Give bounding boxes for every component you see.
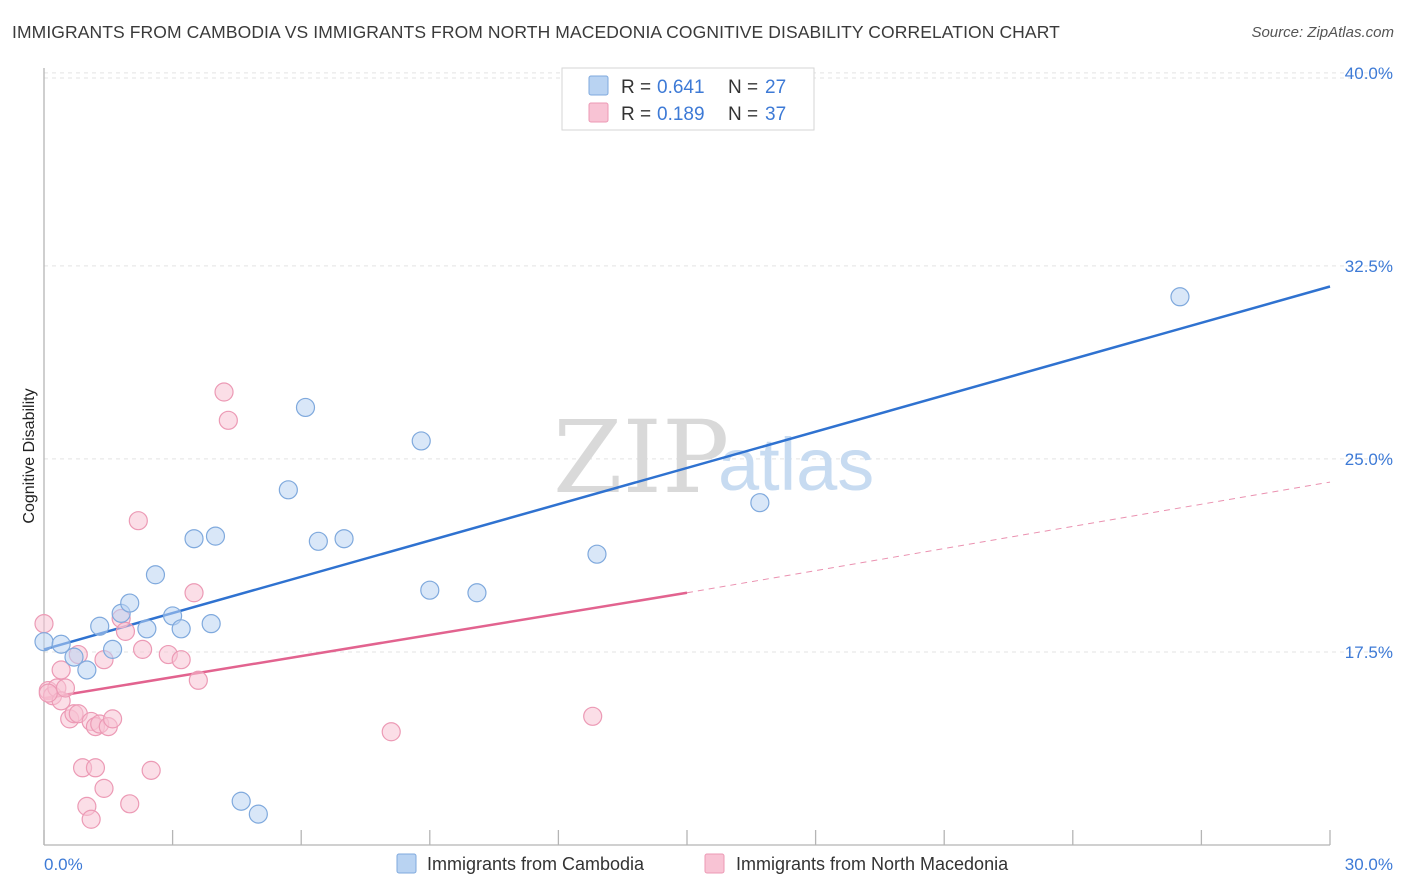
data-point-macedonia bbox=[81, 809, 101, 829]
legend-n-label-cambodia: N = bbox=[728, 77, 758, 98]
data-point-macedonia bbox=[102, 709, 123, 729]
data-point-cambodia bbox=[334, 529, 354, 549]
data-point-cambodia bbox=[184, 529, 204, 549]
watermark-atlas: atlas bbox=[718, 423, 874, 506]
data-point-cambodia bbox=[587, 544, 607, 564]
legend-r-value-macedonia: 0.189 bbox=[657, 104, 705, 125]
legend-swatch-cambodia bbox=[588, 75, 609, 96]
legend-n-label-macedonia: N = bbox=[728, 104, 758, 125]
data-point-cambodia bbox=[171, 619, 191, 639]
data-point-cambodia bbox=[64, 647, 84, 667]
data-point-macedonia bbox=[51, 660, 71, 680]
data-point-cambodia bbox=[90, 616, 110, 636]
legend-swatch-macedonia bbox=[588, 102, 609, 123]
data-point-macedonia bbox=[120, 794, 140, 814]
data-point-cambodia bbox=[248, 804, 268, 824]
data-point-cambodia bbox=[411, 431, 431, 451]
data-point-cambodia bbox=[205, 526, 226, 546]
data-point-cambodia bbox=[102, 639, 123, 659]
data-point-macedonia bbox=[583, 706, 603, 726]
data-point-cambodia bbox=[145, 565, 166, 585]
data-point-macedonia bbox=[171, 650, 191, 670]
data-point-cambodia bbox=[231, 791, 251, 811]
bottom-legend-swatch-macedonia bbox=[704, 853, 725, 874]
data-point-cambodia bbox=[51, 634, 71, 654]
data-point-cambodia bbox=[308, 531, 328, 551]
data-point-cambodia bbox=[34, 632, 54, 652]
grid-lines bbox=[44, 72, 1392, 653]
data-point-macedonia bbox=[214, 382, 234, 402]
series-cambodia-points bbox=[34, 287, 1190, 824]
data-point-macedonia bbox=[38, 683, 58, 703]
data-point-macedonia bbox=[115, 621, 136, 641]
y-axis-label: Cognitive Disability bbox=[21, 388, 38, 523]
bottom-legend-swatch-cambodia bbox=[396, 853, 417, 874]
data-point-cambodia bbox=[420, 580, 440, 600]
y-tick-label: 40.0% bbox=[1345, 64, 1393, 83]
data-point-cambodia bbox=[278, 480, 298, 500]
legend-r-label-cambodia: R = bbox=[621, 77, 651, 98]
data-point-macedonia bbox=[184, 583, 204, 603]
data-point-cambodia bbox=[750, 493, 770, 513]
chart-title: IMMIGRANTS FROM CAMBODIA VS IMMIGRANTS F… bbox=[12, 22, 1060, 42]
trend-line-macedonia-projected bbox=[686, 481, 1331, 594]
data-point-macedonia bbox=[55, 678, 76, 698]
data-point-cambodia bbox=[295, 397, 316, 418]
legend-n-value-cambodia: 27 bbox=[765, 77, 786, 98]
x-axis-ticks bbox=[43, 830, 1331, 845]
legend-bottom: Immigrants from Cambodia Immigrants from… bbox=[396, 853, 1009, 874]
series-macedonia-points bbox=[34, 382, 603, 829]
y-tick-label: 32.5% bbox=[1345, 257, 1393, 276]
data-point-macedonia bbox=[381, 722, 401, 742]
x-tick-label-min: 0.0% bbox=[44, 855, 83, 874]
data-point-cambodia bbox=[120, 593, 140, 613]
legend-r-value-cambodia: 0.641 bbox=[657, 77, 705, 98]
data-point-macedonia bbox=[34, 614, 54, 634]
data-point-cambodia bbox=[1170, 287, 1190, 307]
data-point-macedonia bbox=[132, 639, 153, 659]
data-point-macedonia bbox=[188, 670, 208, 690]
data-point-macedonia bbox=[128, 511, 148, 531]
bottom-legend-label-macedonia: Immigrants from North Macedonia bbox=[736, 854, 1009, 874]
trend-line-cambodia bbox=[43, 285, 1331, 651]
data-point-cambodia bbox=[467, 583, 487, 603]
y-axis-tick-labels: 17.5% 25.0% 32.5% 40.0% bbox=[1345, 64, 1393, 662]
data-point-macedonia bbox=[94, 778, 114, 798]
data-point-macedonia bbox=[218, 410, 238, 430]
legend-n-value-macedonia: 37 bbox=[765, 104, 786, 125]
legend-r-label-macedonia: R = bbox=[621, 104, 651, 125]
data-point-macedonia bbox=[141, 760, 161, 780]
data-point-cambodia bbox=[137, 619, 157, 639]
data-point-cambodia bbox=[201, 614, 221, 634]
trend-lines bbox=[43, 285, 1331, 700]
y-tick-label: 25.0% bbox=[1345, 450, 1393, 469]
trend-line-macedonia bbox=[43, 591, 688, 700]
source-label: Source: ZipAtlas.com bbox=[1251, 24, 1394, 41]
data-point-cambodia bbox=[77, 660, 97, 680]
y-tick-label: 17.5% bbox=[1345, 643, 1393, 662]
bottom-legend-label-cambodia: Immigrants from Cambodia bbox=[427, 854, 645, 874]
x-tick-label-max: 30.0% bbox=[1345, 855, 1393, 874]
data-point-macedonia bbox=[85, 758, 106, 778]
legend-top: R = 0.641 N = 27 R = 0.189 N = 37 bbox=[561, 67, 815, 131]
